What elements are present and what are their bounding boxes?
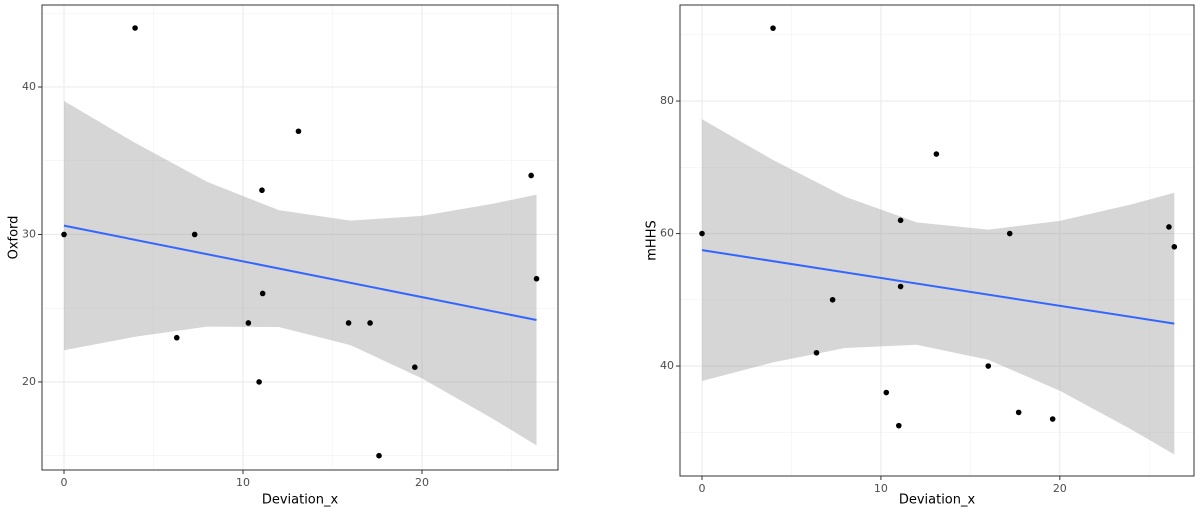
point: [1015, 409, 1022, 416]
x-tick-label: 10: [236, 476, 250, 489]
point: [829, 296, 836, 303]
point: [173, 334, 180, 341]
point: [191, 231, 198, 238]
point: [259, 187, 265, 194]
point: [770, 25, 776, 31]
panel-border: [41, 4, 559, 471]
point: [412, 364, 418, 371]
point: [883, 389, 890, 396]
x-tick-label: 20: [1053, 482, 1067, 495]
point: [1171, 243, 1178, 250]
point: [1166, 224, 1172, 230]
x-tick-label: 0: [699, 482, 706, 495]
y-tick-label: 20: [22, 375, 36, 388]
point: [295, 128, 302, 135]
y-tick-label: 80: [660, 94, 674, 107]
point: [256, 379, 262, 385]
point: [533, 275, 540, 282]
y-tick-label: 30: [22, 227, 36, 240]
y-tick-label: 60: [660, 227, 674, 240]
fit-line: [63, 224, 537, 321]
x-tick-label: 20: [415, 476, 429, 489]
point: [933, 151, 940, 157]
point: [245, 320, 252, 326]
y-axis-title: Oxford: [7, 216, 22, 260]
y-tick-label: 40: [22, 80, 36, 93]
x-tick-label: 0: [61, 476, 68, 489]
point: [699, 230, 705, 237]
y-tick-label: 40: [660, 359, 674, 372]
panel-border: [679, 4, 1195, 477]
x-axis-title: Deviation_x: [262, 493, 339, 508]
point: [1049, 416, 1056, 422]
point: [61, 231, 67, 238]
point: [896, 422, 902, 429]
point: [813, 349, 820, 356]
point: [345, 320, 352, 326]
point: [985, 363, 992, 369]
x-tick-label: 10: [874, 482, 888, 495]
x-axis-title: Deviation_x: [899, 493, 976, 508]
point: [1006, 230, 1013, 237]
point: [367, 320, 373, 326]
fit-line: [701, 249, 1175, 325]
point: [132, 25, 138, 31]
point: [528, 172, 534, 179]
point: [376, 452, 382, 459]
point: [259, 290, 266, 297]
point: [897, 217, 904, 224]
point: [897, 283, 904, 290]
y-axis-title: mHHS: [645, 220, 660, 260]
